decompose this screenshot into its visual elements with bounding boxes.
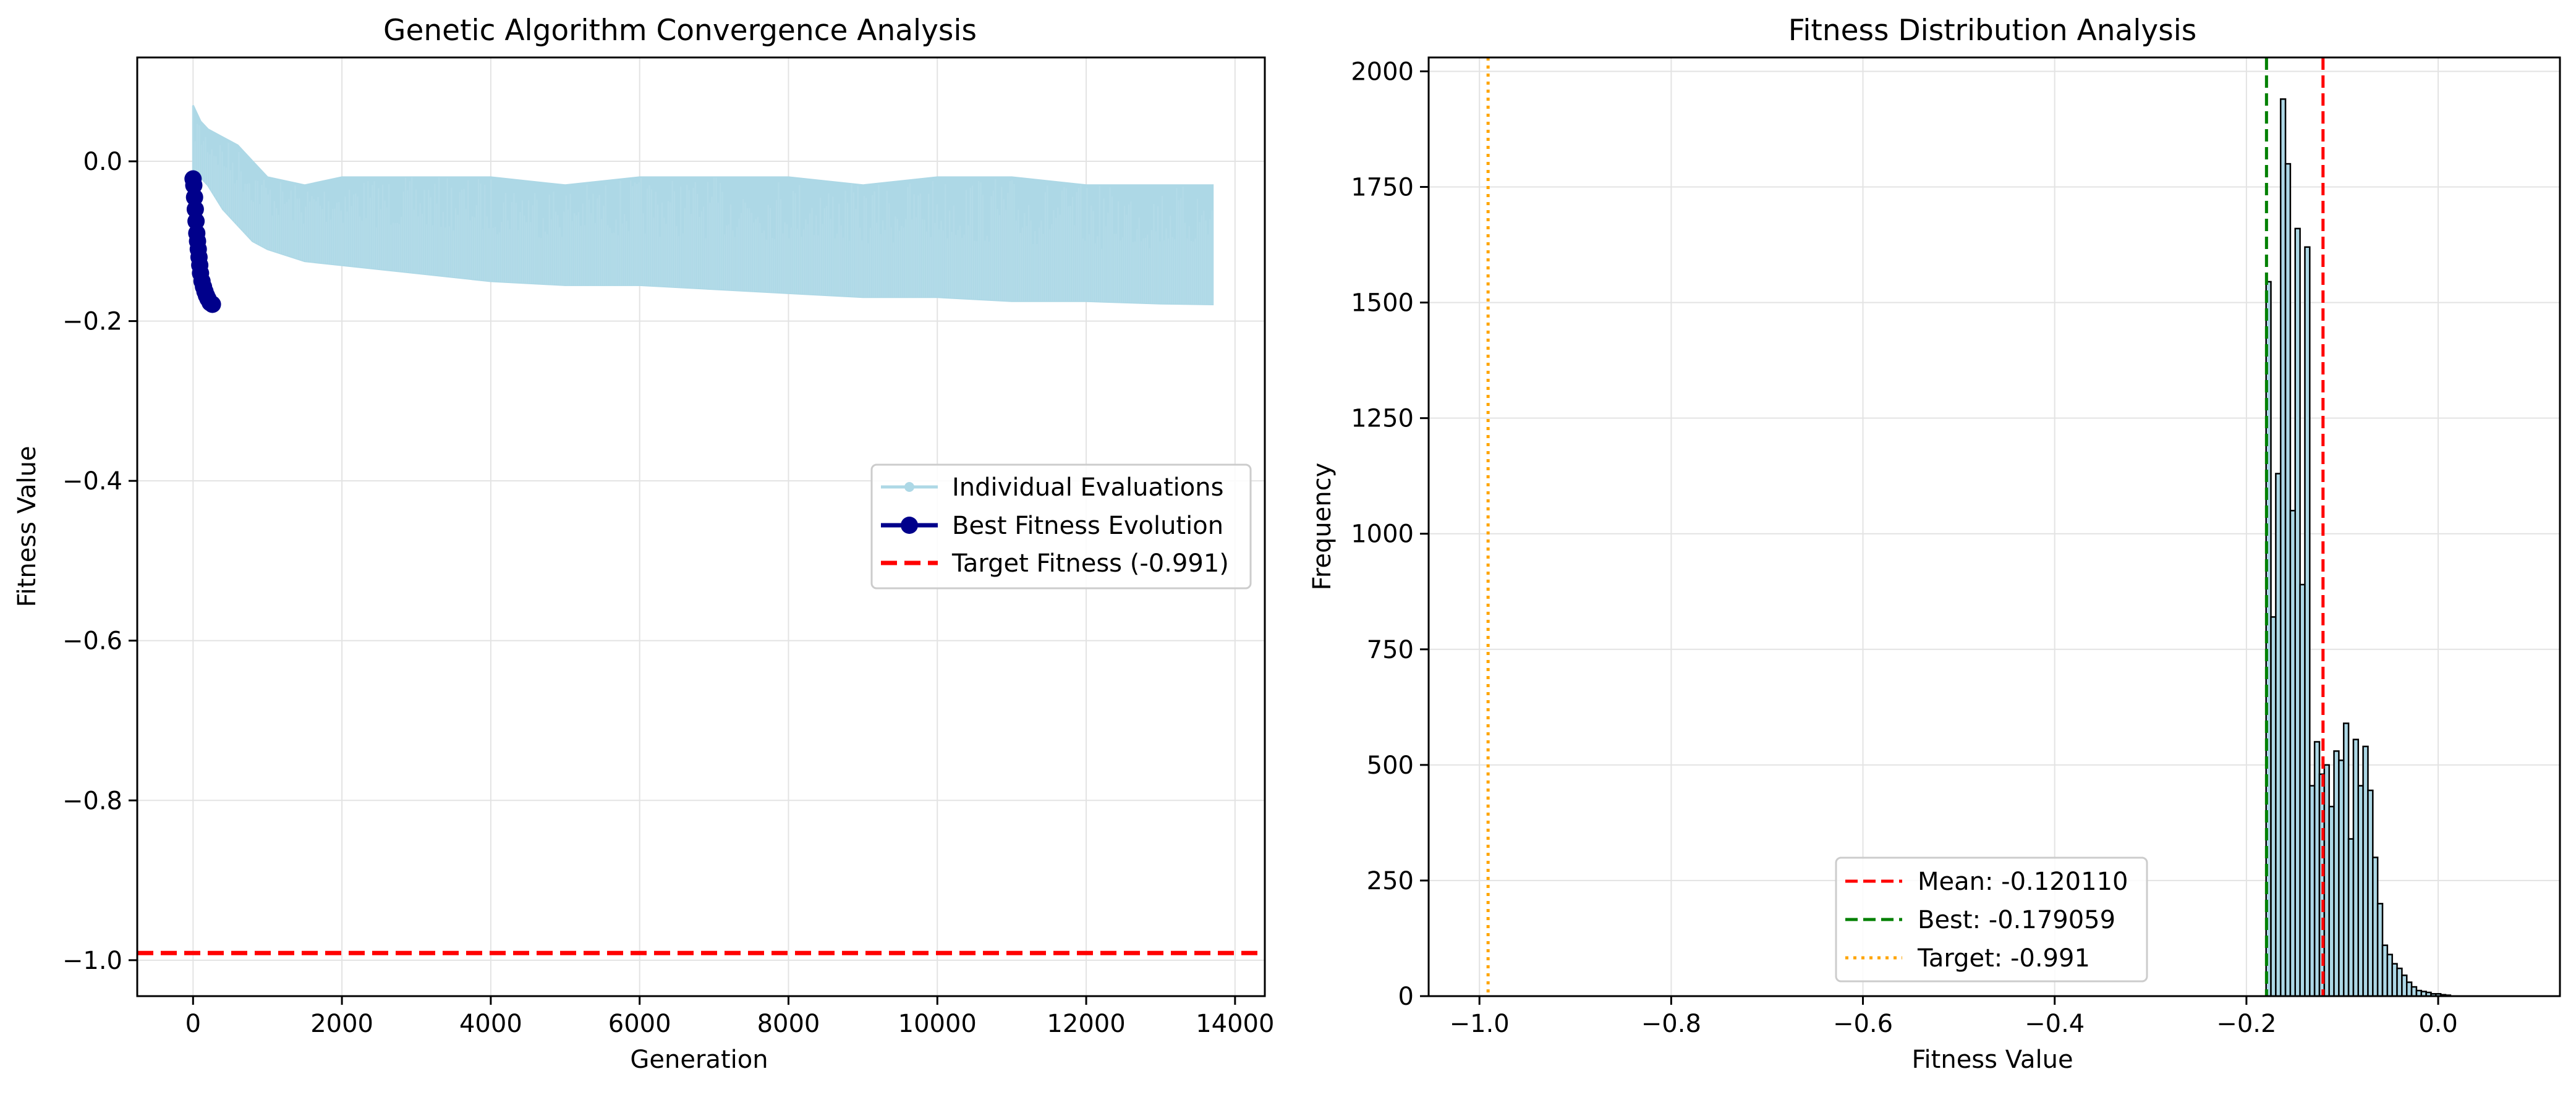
convergence-ytick-label: −0.6 bbox=[62, 627, 122, 656]
distribution-y-ticks: 0 250 500 750 1000 1250 1500 1750 2000 bbox=[1351, 57, 1429, 1011]
distribution-ytick-label: 500 bbox=[1367, 751, 1414, 780]
distribution-axes-frame bbox=[1427, 56, 2561, 997]
convergence-ytick-label: −0.4 bbox=[62, 467, 122, 496]
distribution-xtick-label: −0.8 bbox=[1641, 1010, 1701, 1038]
convergence-axes-frame bbox=[136, 56, 1266, 997]
convergence-legend-box bbox=[870, 463, 1252, 590]
distribution-ytick-label: 1250 bbox=[1351, 405, 1414, 433]
convergence-xtick-label: 0 bbox=[185, 1010, 201, 1038]
distribution-reference-lines bbox=[1486, 57, 2325, 996]
distribution-ytick-label: 750 bbox=[1367, 636, 1414, 664]
convergence-y-ticks: 0.0 −0.2 −0.4 −0.6 −0.8 −1.0 bbox=[62, 148, 137, 975]
legend-target-line-label: Target: -0.991 bbox=[1917, 944, 2090, 973]
distribution-ytick-label: 250 bbox=[1367, 867, 1414, 895]
distribution-ytick-label: 0 bbox=[1398, 983, 1414, 1011]
legend-individual-label: Individual Evaluations bbox=[952, 473, 1223, 502]
distribution-ytick-label: 2000 bbox=[1351, 57, 1414, 86]
distribution-axes: −1.0 −0.8 −0.6 −0.4 −0.2 0.0 0 250 500 750 1000 12… bbox=[1308, 14, 2561, 1074]
best-fitness-series bbox=[184, 170, 221, 313]
legend-best-line-label: Best: -0.179059 bbox=[1918, 906, 2115, 934]
distribution-xtick-label: −1.0 bbox=[1450, 1010, 1510, 1038]
legend-best-marker bbox=[901, 517, 918, 534]
convergence-xtick-label: 12000 bbox=[1047, 1010, 1125, 1038]
distribution-xtick-label: −0.4 bbox=[2025, 1010, 2085, 1038]
convergence-ytick-label: 0.0 bbox=[83, 148, 122, 176]
distribution-ytick-label: 1000 bbox=[1351, 520, 1414, 549]
convergence-ytick-label: −0.8 bbox=[62, 787, 122, 815]
best-fitness-point bbox=[203, 295, 221, 313]
distribution-legend-box bbox=[1835, 856, 2148, 983]
distribution-xlabel: Fitness Value bbox=[1911, 1046, 2073, 1074]
distribution-xtick-label: −0.2 bbox=[2216, 1010, 2276, 1038]
distribution-title: Fitness Distribution Analysis bbox=[1788, 14, 2197, 48]
distribution-legend: Mean: -0.120110 Best: -0.179059 Target: … bbox=[1835, 856, 2148, 983]
legend-individual-marker bbox=[904, 482, 914, 492]
convergence-ylabel: Fitness Value bbox=[13, 446, 41, 607]
convergence-xtick-label: 6000 bbox=[608, 1010, 671, 1038]
convergence-legend: Individual Evaluations Best Fitness Evol… bbox=[870, 463, 1252, 590]
legend-target-label: Target Fitness (-0.991) bbox=[951, 549, 1229, 578]
individual-evaluations-band bbox=[192, 104, 1214, 306]
convergence-xtick-label: 10000 bbox=[898, 1010, 977, 1038]
distribution-x-ticks: −1.0 −0.8 −0.6 −0.4 −0.2 0.0 bbox=[1450, 996, 2458, 1038]
distribution-ylabel: Frequency bbox=[1308, 463, 1337, 591]
convergence-xtick-label: 4000 bbox=[459, 1010, 522, 1038]
legend-mean-label: Mean: -0.120110 bbox=[1918, 868, 2128, 896]
legend-best-label: Best Fitness Evolution bbox=[952, 512, 1223, 540]
convergence-xlabel: Generation bbox=[630, 1046, 768, 1074]
distribution-xtick-label: 0.0 bbox=[2418, 1010, 2458, 1038]
distribution-xtick-label: −0.6 bbox=[1833, 1010, 1893, 1038]
convergence-xtick-label: 14000 bbox=[1196, 1010, 1274, 1038]
convergence-ytick-label: −1.0 bbox=[62, 947, 122, 975]
distribution-ytick-label: 1500 bbox=[1351, 289, 1414, 318]
convergence-xtick-label: 2000 bbox=[310, 1010, 373, 1038]
convergence-title: Genetic Algorithm Convergence Analysis bbox=[383, 14, 977, 48]
convergence-x-ticks: 0 2000 4000 6000 8000 10000 12000 14000 bbox=[185, 996, 1274, 1038]
convergence-xtick-label: 8000 bbox=[757, 1010, 820, 1038]
convergence-ytick-label: −0.2 bbox=[62, 308, 122, 336]
distribution-ytick-label: 1750 bbox=[1351, 174, 1414, 202]
